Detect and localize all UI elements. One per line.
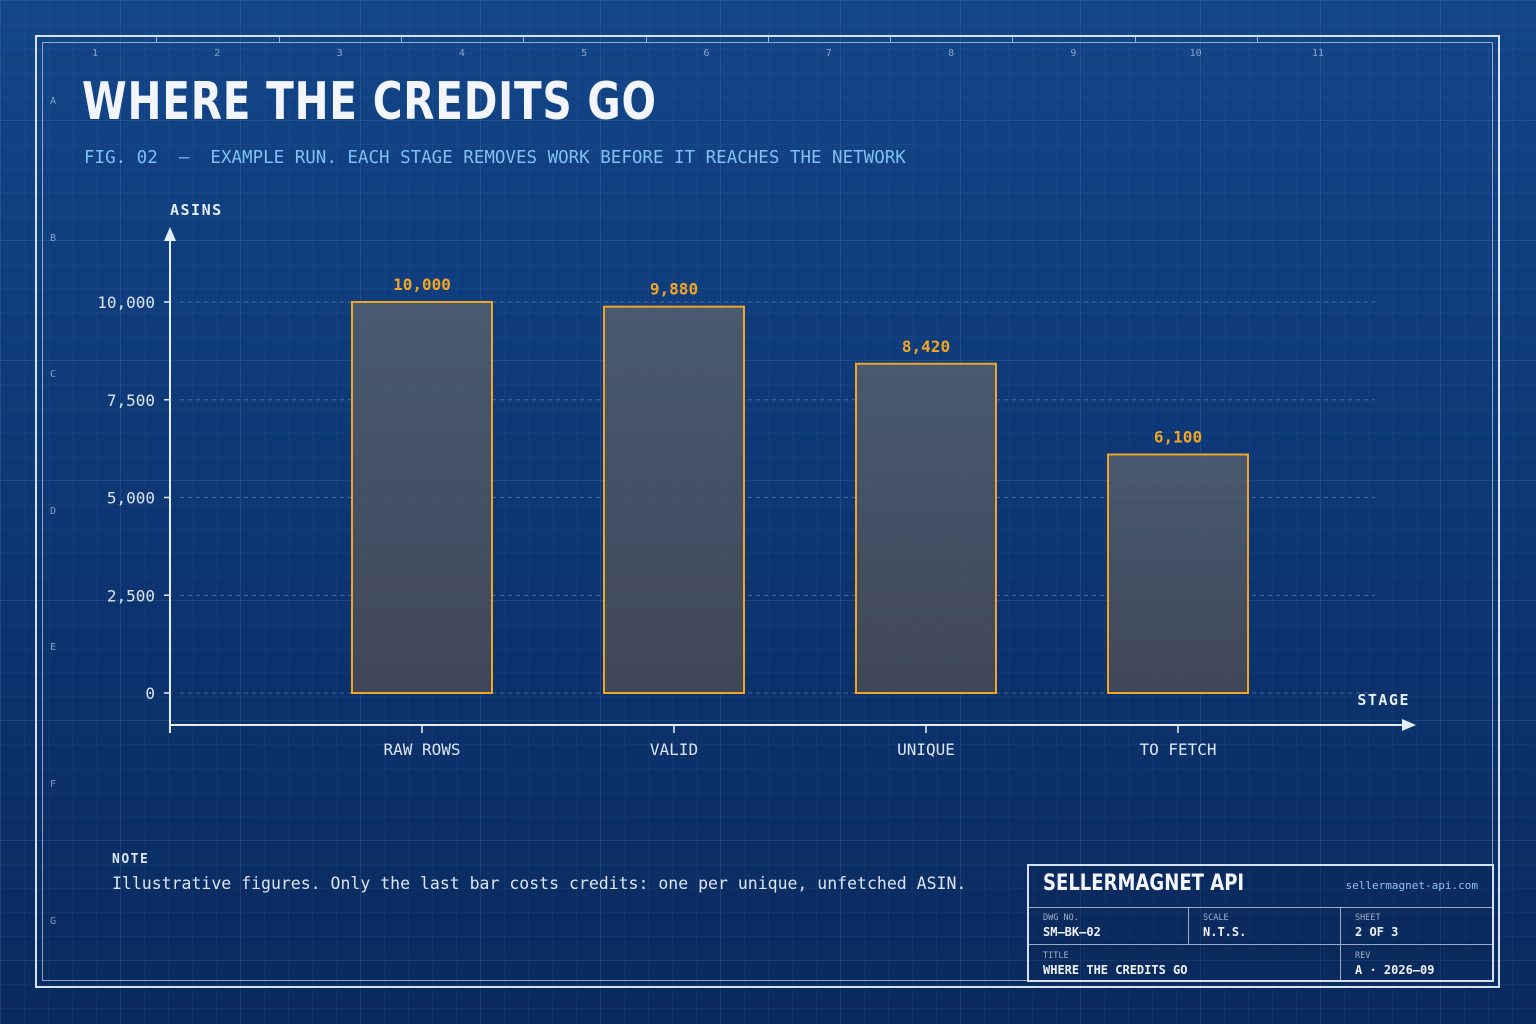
x-axis-arrow	[1402, 719, 1416, 731]
dwg-cell: DWG NO. SM–BK–02	[1029, 907, 1189, 945]
sheet-value: 2 OF 3	[1355, 925, 1399, 939]
sheet-label: SHEET	[1355, 913, 1381, 923]
note-label: NOTE	[112, 852, 150, 867]
x-axis-label: STAGE	[1357, 691, 1410, 709]
zone-column-divider	[400, 36, 402, 42]
zone-column-6: 6	[703, 48, 710, 59]
x-tick-label: RAW ROWS	[383, 740, 460, 759]
zone-column-10: 10	[1189, 48, 1202, 59]
zone-column-divider	[767, 36, 769, 42]
zone-row-E: E	[50, 642, 57, 654]
chart-subtitle: FIG. 02 — EXAMPLE RUN. EACH STAGE REMOVE…	[84, 148, 906, 168]
zone-column-11: 11	[1311, 48, 1325, 59]
title-cell: TITLE WHERE THE CREDITS GO	[1029, 945, 1341, 981]
rev-label: REV	[1355, 951, 1371, 961]
zone-column-divider	[1012, 36, 1014, 42]
y-tick-label: 2,500	[107, 586, 155, 605]
dwg-label: DWG NO.	[1043, 913, 1079, 923]
scale-cell: SCALE N.T.S.	[1189, 907, 1341, 945]
bar-value-label: 8,420	[902, 337, 950, 356]
bar	[1107, 453, 1249, 694]
x-tick-label: TO FETCH	[1139, 740, 1216, 759]
note-text: Illustrative figures. Only the last bar …	[112, 874, 967, 893]
scale-value: N.T.S.	[1203, 925, 1247, 939]
y-tick-label: 0	[145, 684, 155, 703]
chart-title: WHERE THE CREDITS GO	[82, 72, 657, 132]
y-tick-label: 10,000	[97, 293, 155, 312]
brand-name: SELLERMAGNET API	[1043, 871, 1245, 896]
bar	[855, 362, 997, 694]
zone-column-divider	[278, 36, 280, 42]
zone-column-4: 4	[458, 48, 465, 59]
zone-column-divider	[1257, 36, 1258, 42]
title-block: SELLERMAGNET API sellermagnet-api.com DW…	[1027, 864, 1494, 982]
zone-column-1: 1	[91, 48, 99, 59]
y-tick-label: 5,000	[107, 489, 155, 508]
brand-url: sellermagnet-api.com	[1345, 879, 1478, 892]
zone-column-divider	[1134, 36, 1136, 42]
bar-fill	[856, 363, 996, 693]
zone-column-2: 2	[214, 48, 221, 59]
sheet-cell: SHEET 2 OF 3	[1341, 907, 1492, 945]
zone-column-9: 9	[1070, 48, 1077, 59]
bar-value-label: 6,100	[1154, 427, 1202, 446]
zone-row-C: C	[50, 369, 57, 381]
y-tick-label: 7,500	[107, 391, 155, 410]
y-axis-label: ASINS	[170, 201, 223, 219]
zone-column-divider	[523, 36, 525, 42]
x-tick-label: VALID	[650, 740, 698, 759]
drawing-frame-outer	[35, 35, 1500, 988]
bar	[603, 305, 745, 694]
zone-column-3: 3	[336, 48, 343, 59]
x-tick-label: UNIQUE	[897, 740, 955, 759]
title-label: TITLE	[1043, 951, 1069, 961]
zone-column-8: 8	[948, 48, 955, 59]
zone-row-D: D	[50, 505, 57, 517]
zone-row-A: A	[50, 96, 57, 107]
title-block-header: SELLERMAGNET API sellermagnet-api.com	[1029, 866, 1492, 908]
bar-fill	[1108, 454, 1248, 693]
drawing-frame-inner	[42, 42, 1493, 981]
zone-row-B: B	[50, 232, 57, 244]
rev-cell: REV A · 2026–09	[1341, 945, 1492, 981]
zone-column-7: 7	[825, 48, 832, 59]
y-axis-arrow	[164, 227, 176, 241]
zone-column-5: 5	[581, 48, 588, 59]
bar-fill	[352, 302, 492, 693]
bar-fill	[604, 306, 744, 693]
scale-label: SCALE	[1203, 913, 1229, 923]
zone-column-divider	[890, 36, 892, 42]
dwg-value: SM–BK–02	[1043, 925, 1101, 939]
zone-column-divider	[156, 36, 158, 42]
zone-row-F: F	[50, 779, 57, 790]
rev-value: A · 2026–09	[1355, 963, 1435, 977]
bar	[351, 301, 493, 694]
zone-column-divider	[645, 36, 647, 42]
title-value: WHERE THE CREDITS GO	[1043, 963, 1188, 977]
zone-row-G: G	[50, 915, 57, 927]
bar-value-label: 10,000	[393, 275, 451, 294]
bar-value-label: 9,880	[650, 280, 698, 299]
